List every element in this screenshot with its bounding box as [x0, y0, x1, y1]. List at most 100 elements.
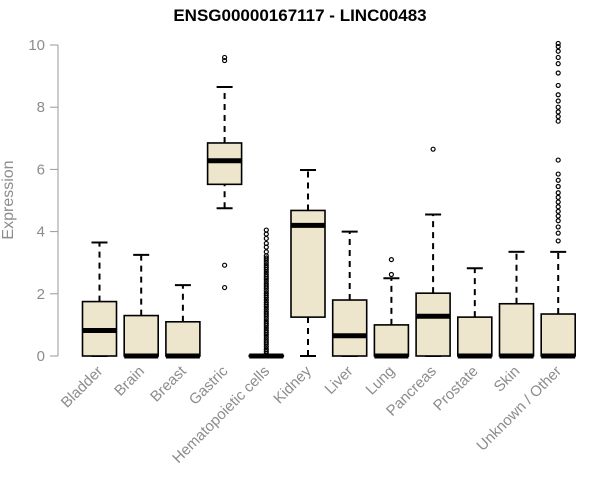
outlier-point: [263, 240, 269, 247]
y-tick-label: 8: [37, 99, 45, 116]
box-unknown-other: [540, 40, 577, 359]
x-tick-label: Skin: [491, 363, 524, 396]
outlier-point: [555, 43, 561, 50]
outlier-point: [555, 218, 561, 224]
chart-title: ENSG00000167117 - LINC00483: [173, 6, 427, 25]
outlier-point: [222, 54, 228, 61]
outlier-point: [263, 292, 269, 298]
y-tick-label: 0: [37, 348, 45, 365]
outlier-point: [555, 213, 561, 219]
outlier-point: [263, 318, 269, 324]
outlier-point: [263, 264, 269, 270]
outlier-point: [555, 54, 561, 61]
outlier-point: [263, 327, 269, 334]
outlier-point: [555, 61, 561, 67]
outlier-point: [263, 274, 269, 280]
outlier-point: [263, 311, 269, 317]
outlier-point: [263, 302, 269, 308]
outlier-point: [263, 325, 269, 331]
outlier-point: [263, 344, 269, 350]
outlier-point: [263, 271, 269, 278]
x-tick-label: Liver: [322, 363, 357, 398]
box-brain: [123, 253, 159, 359]
y-axis: 0 2 4 6 8 10: [28, 37, 59, 365]
box-pancreas: [415, 146, 451, 357]
outlier-point: [263, 290, 269, 296]
outlier-point: [555, 118, 561, 124]
outlier-point: [263, 330, 269, 336]
x-tick-label: Lung: [363, 363, 399, 399]
box-body: [290, 209, 326, 318]
box-body: [206, 142, 243, 186]
x-tick-label: Prostate: [430, 363, 482, 415]
outlier-point: [263, 255, 269, 261]
outlier-point: [555, 171, 561, 177]
x-tick-label: Kidney: [270, 362, 315, 407]
outlier-point: [263, 260, 269, 266]
outlier-point: [388, 256, 394, 263]
outlier-point: [263, 334, 269, 340]
outlier-point: [263, 337, 269, 343]
outlier-point: [263, 231, 269, 237]
outlier-point: [555, 183, 561, 190]
outlier-point: [263, 281, 269, 287]
outlier-point: [388, 271, 394, 278]
outlier-point: [555, 199, 561, 205]
box-body: [498, 302, 535, 357]
box-body: [540, 313, 577, 357]
y-tick-label: 4: [37, 224, 45, 241]
outlier-point: [555, 109, 561, 115]
outlier-point: [555, 48, 561, 54]
box-lung: [373, 256, 410, 359]
outlier-point: [263, 348, 269, 354]
box-bladder: [81, 241, 118, 357]
y-tick-label: 2: [37, 286, 45, 303]
outlier-point: [263, 283, 269, 289]
outlier-point: [555, 92, 561, 98]
outlier-point: [263, 316, 269, 322]
outlier-point: [555, 157, 561, 163]
outlier-point: [263, 227, 269, 233]
outlier-point: [263, 235, 269, 242]
outlier-point: [555, 194, 561, 200]
box-body: [415, 292, 451, 357]
outlier-point: [555, 70, 561, 76]
outlier-point: [555, 190, 561, 196]
outlier-point: [430, 146, 436, 152]
y-tick-label: 6: [37, 161, 45, 178]
outlier-point: [555, 104, 561, 110]
box-liver: [331, 230, 368, 357]
y-tick-label: 10: [28, 37, 45, 54]
outlier-point: [555, 230, 561, 236]
outlier-point: [263, 269, 269, 275]
box-kidney: [290, 169, 326, 357]
outlier-point: [555, 204, 561, 210]
box-body: [165, 320, 201, 357]
outlier-point: [263, 320, 269, 326]
outlier-point: [555, 113, 561, 120]
outlier-point: [555, 238, 561, 244]
outlier-point: [555, 98, 561, 104]
boxes-group: [81, 40, 577, 359]
box-hematopoietic-cells: [248, 227, 285, 359]
outlier-point: [222, 284, 228, 291]
outlier-point: [263, 346, 269, 352]
outlier-point: [263, 278, 269, 284]
x-tick-label: Bladder: [58, 363, 107, 412]
outlier-point: [555, 177, 561, 183]
outlier-point: [263, 262, 269, 268]
outlier-point: [263, 309, 269, 315]
box-body: [123, 314, 159, 357]
outlier-point: [555, 40, 561, 47]
y-axis-label: Expression: [0, 160, 17, 239]
outlier-point: [263, 297, 269, 303]
outlier-point: [222, 262, 228, 268]
outlier-point: [222, 57, 228, 64]
box-skin: [498, 250, 535, 359]
x-tick-label: Brain: [111, 363, 148, 400]
outlier-point: [263, 288, 269, 294]
outlier-point: [555, 82, 561, 89]
